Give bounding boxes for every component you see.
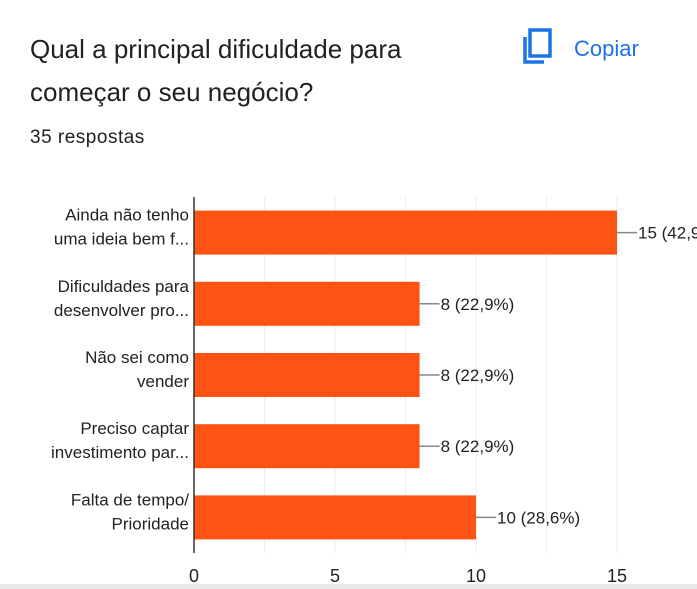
bar: [194, 424, 420, 469]
category-label: desenvolver pro...: [54, 301, 189, 320]
category-label: Ainda não tenho: [65, 206, 189, 225]
copy-label: Copiar: [574, 36, 639, 61]
response-count: 35 respostas: [30, 127, 145, 148]
category-label: Falta de tempo/: [71, 490, 189, 509]
category-label: Prioridade: [112, 514, 190, 533]
data-label: 8 (22,9%): [441, 437, 515, 456]
x-tick-label: 10: [466, 566, 486, 586]
category-label: Não sei como: [85, 348, 189, 367]
question-title: Qual a principal dificuldade para começa…: [30, 34, 402, 107]
category-label: uma ideia bem f...: [54, 230, 189, 249]
copy-icon: [522, 28, 554, 70]
bar: [194, 210, 617, 255]
data-label: 8 (22,9%): [441, 366, 515, 385]
category-label: investimento par...: [51, 443, 189, 462]
bar: [194, 281, 420, 326]
scrollbar-track[interactable]: [0, 584, 697, 589]
x-tick-label: 15: [607, 566, 627, 586]
data-label: 15 (42,9%): [638, 224, 697, 243]
category-label: Dificuldades para: [58, 277, 190, 296]
x-tick-label: 0: [189, 566, 199, 586]
copy-button[interactable]: Copiar: [522, 28, 639, 70]
data-label: 10 (28,6%): [497, 508, 580, 527]
bar: [194, 495, 476, 540]
category-label: vender: [137, 372, 189, 391]
data-label: 8 (22,9%): [441, 295, 515, 314]
x-tick-label: 5: [330, 566, 340, 586]
bar: [194, 353, 420, 397]
category-label: Preciso captar: [80, 419, 189, 438]
